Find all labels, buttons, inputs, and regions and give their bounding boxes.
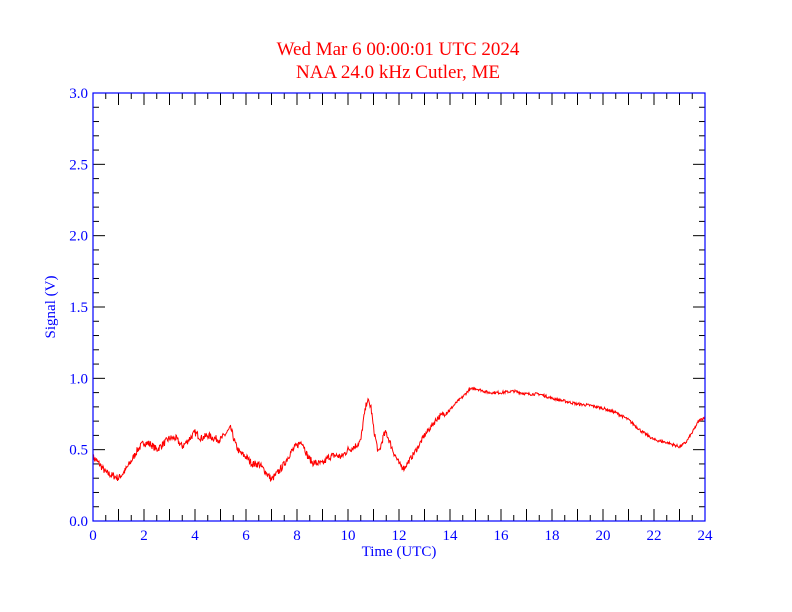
plot-frame [92, 92, 706, 522]
x-tick-label: 12 [392, 528, 407, 544]
x-tick-label: 6 [242, 528, 250, 544]
y-tick-label: 1.5 [69, 300, 88, 316]
x-tick-label: 22 [647, 528, 662, 544]
x-tick-label: 2 [140, 528, 148, 544]
y-tick-label: 0.5 [69, 443, 88, 459]
x-tick-label: 24 [698, 528, 714, 544]
y-tick-label: 1.0 [69, 371, 88, 387]
signal-series-line [92, 386, 706, 482]
chart-subtitle: NAA 24.0 kHz Cutler, ME [296, 62, 500, 83]
y-tick-label: 2.5 [69, 157, 88, 173]
y-tick-label: 3.0 [69, 86, 88, 102]
x-tick-label: 16 [494, 528, 510, 544]
x-tick-label: 18 [545, 528, 560, 544]
x-axis-label: Time (UTC) [362, 544, 437, 560]
x-tick-label: 8 [293, 528, 301, 544]
x-tick-label: 20 [596, 528, 611, 544]
tick-labels: 0 2 4 6 8 10 12 14 16 18 20 22 240.00.51.01.52.02.53… [69, 86, 713, 544]
x-tick-label: 0 [89, 528, 97, 544]
tick-marks [92, 92, 706, 522]
y-axis-label: Signal (V) [43, 276, 59, 339]
x-tick-label: 10 [341, 528, 356, 544]
chart-title: Wed Mar 6 00:00:01 UTC 2024 [277, 39, 520, 60]
y-tick-label: 2.0 [69, 229, 88, 245]
x-tick-label: 14 [443, 528, 459, 544]
y-tick-label: 0.0 [69, 514, 88, 530]
x-tick-label: 4 [191, 528, 199, 544]
